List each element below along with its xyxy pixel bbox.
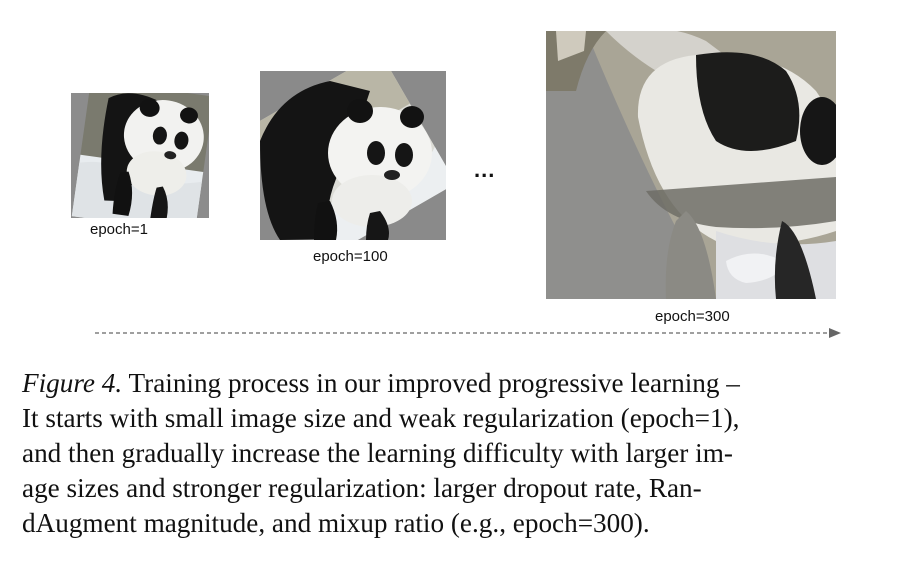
figure-caption: Figure 4. Training process in our improv…: [22, 366, 890, 541]
epoch-1-label: epoch=1: [90, 221, 148, 238]
caption-line-1: Figure 4. Training process in our improv…: [22, 368, 740, 398]
epoch-300-label: epoch=300: [655, 308, 730, 325]
panda-image-epoch-100: [260, 71, 446, 240]
epoch-100-label: epoch=100: [313, 248, 388, 265]
figure-label: Figure 4.: [22, 368, 123, 398]
caption-line-3: and then gradually increase the learning…: [22, 438, 733, 468]
panda-image-epoch-1: [71, 93, 209, 218]
panda-image-epoch-300: [546, 31, 836, 299]
caption-line-4: age sizes and stronger regularization: l…: [22, 473, 702, 503]
progression-arrow: [95, 328, 841, 338]
caption-line-2: It starts with small image size and weak…: [22, 403, 740, 433]
ellipsis: ...: [474, 157, 496, 182]
caption-line-5: dAugment magnitude, and mixup ratio (e.g…: [22, 508, 650, 538]
